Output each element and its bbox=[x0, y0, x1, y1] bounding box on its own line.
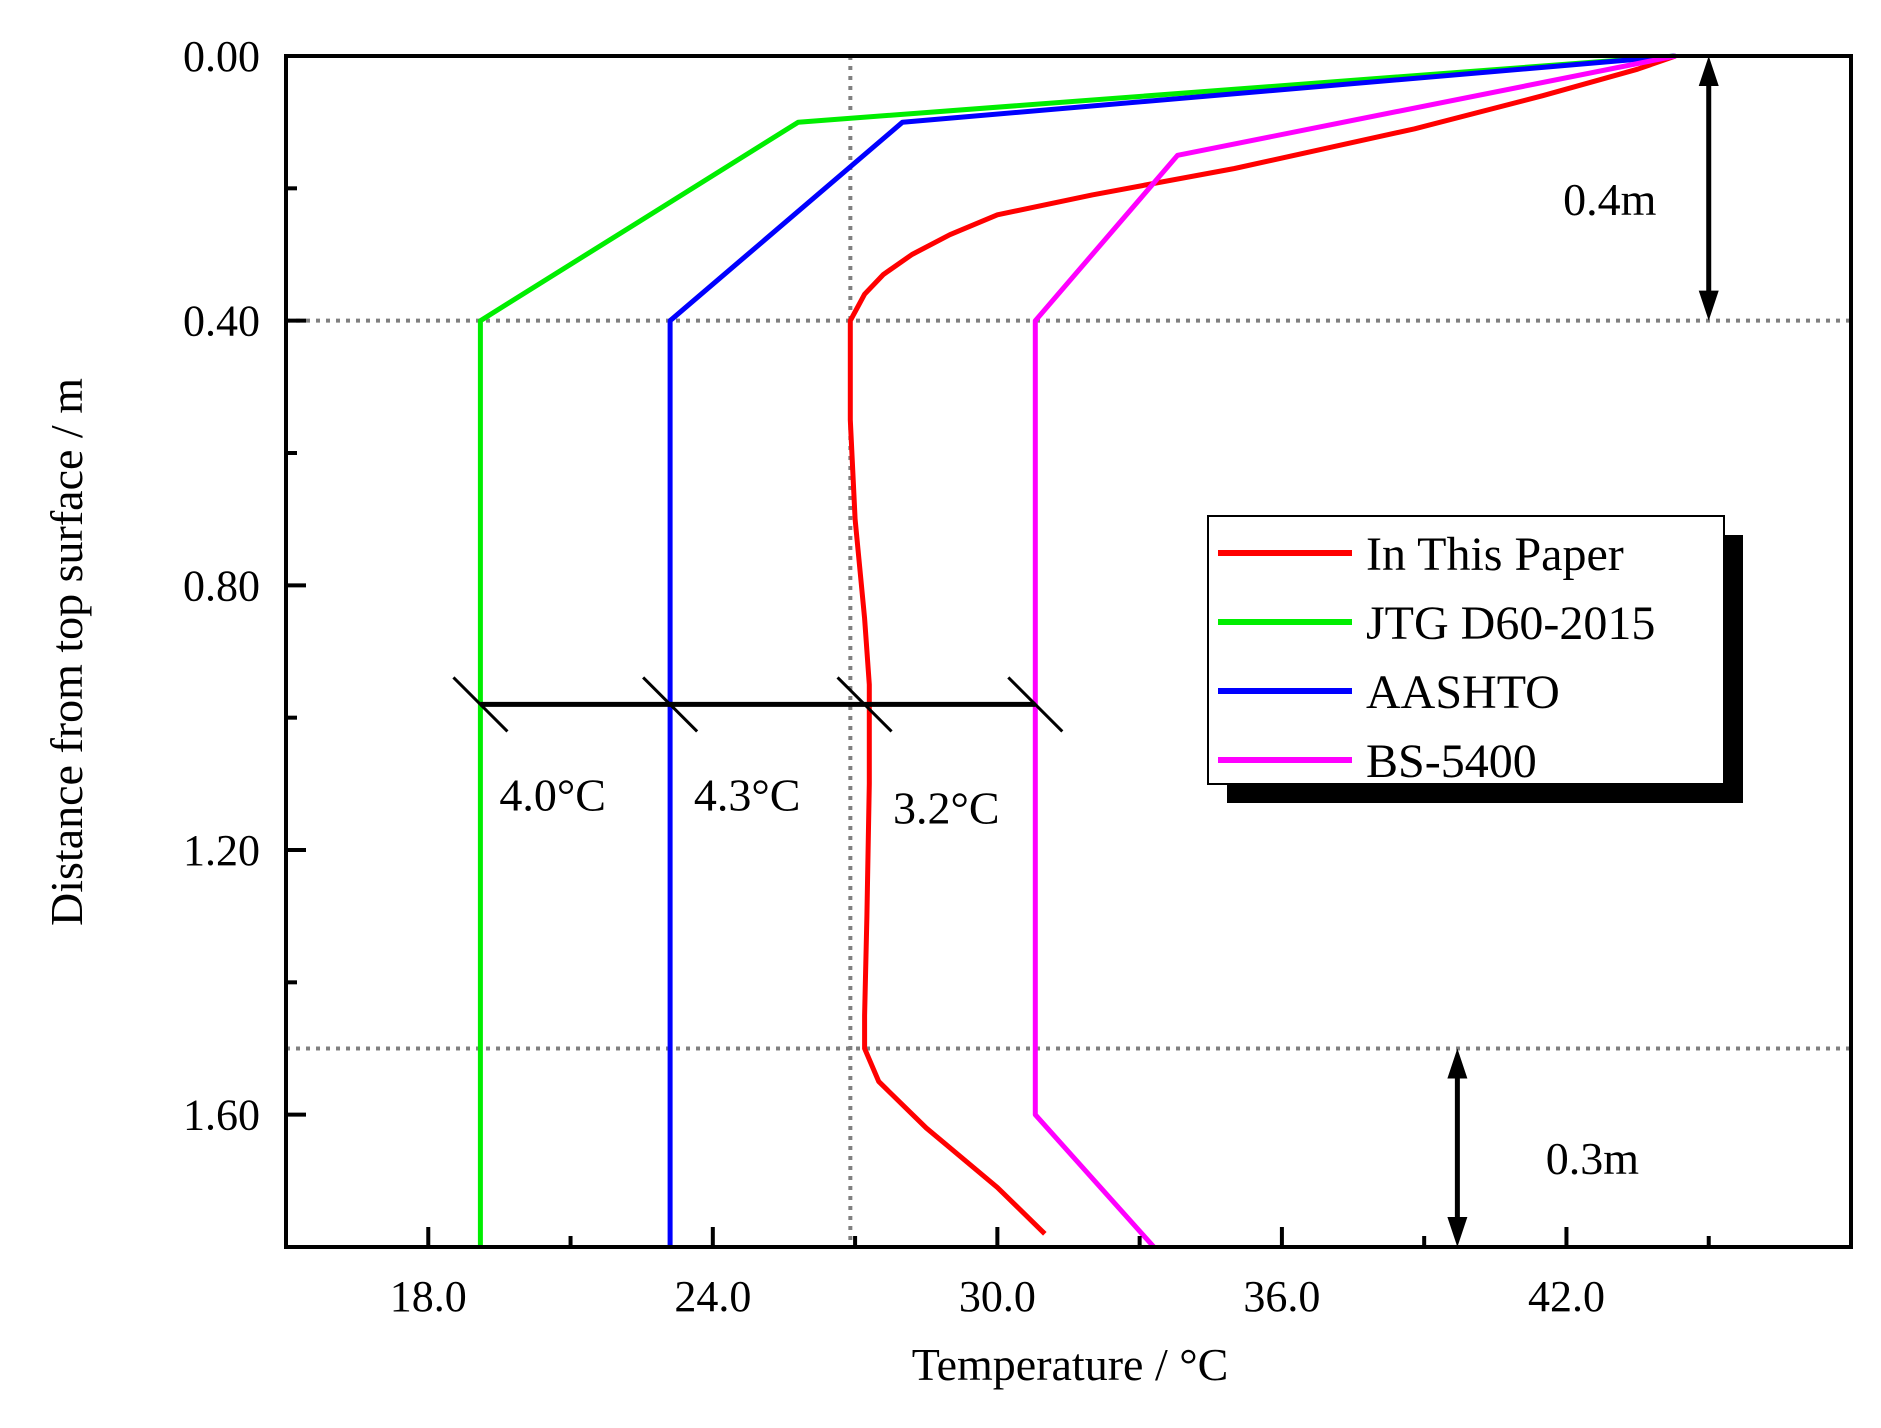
measurement-slash-1 bbox=[642, 676, 699, 733]
measurement-slash-3 bbox=[1007, 676, 1064, 733]
x-axis-title: Temperature / °C bbox=[912, 1339, 1229, 1390]
plot-frame bbox=[284, 54, 1853, 1249]
x-tick-label-1: 24.0 bbox=[674, 1272, 751, 1321]
x-tick-label-4: 42.0 bbox=[1528, 1272, 1605, 1321]
temperature-difference-label-1: 4.3°C bbox=[694, 769, 801, 820]
y-tick-label-4: 1.60 bbox=[183, 1091, 260, 1140]
temperature-difference-label-0: 4.0°C bbox=[499, 769, 606, 820]
axis-ticks bbox=[286, 54, 1711, 1247]
legend-label-in-this-paper: In This Paper bbox=[1366, 528, 1624, 581]
depth-label-top: 0.4m bbox=[1563, 174, 1657, 225]
y-tick-label-2: 0.80 bbox=[183, 561, 260, 610]
annotations: 4.0°C 4.3°C 3.2°C 0.4m 0.3m bbox=[452, 56, 1719, 1247]
series-line-bs-5400 bbox=[1032, 53, 1676, 1249]
legend-label-jtg-d60-2015: JTG D60-2015 bbox=[1366, 597, 1655, 650]
depth-arrow-bottom-head-bottom bbox=[1447, 1217, 1468, 1247]
series-line-jtg-d60-2015 bbox=[477, 53, 1676, 1247]
x-tick-label-3: 36.0 bbox=[1243, 1272, 1320, 1321]
depth-label-bottom: 0.3m bbox=[1546, 1133, 1640, 1184]
legend-box bbox=[1207, 515, 1725, 785]
reference-lines bbox=[286, 56, 1851, 1247]
series-line-aashto bbox=[667, 53, 1676, 1247]
measurement-slash-0 bbox=[452, 676, 509, 733]
depth-arrow-bottom-head-top bbox=[1447, 1048, 1468, 1079]
series-line-in-this-paper bbox=[847, 53, 1677, 1236]
legend-label-bs-5400: BS-5400 bbox=[1366, 735, 1537, 788]
temperature-difference-label-2: 3.2°C bbox=[893, 783, 1000, 834]
x-tick-label-0: 18.0 bbox=[390, 1272, 467, 1321]
depth-arrow-top-head-top bbox=[1698, 56, 1719, 86]
y-tick-label-3: 1.20 bbox=[183, 826, 260, 875]
x-tick-label-2: 30.0 bbox=[959, 1272, 1036, 1321]
legend-label-aashto: AASHTO bbox=[1366, 666, 1560, 719]
y-axis-title: Distance from top surface / m bbox=[41, 378, 92, 926]
y-tick-label-1: 0.40 bbox=[183, 297, 260, 346]
series-lines bbox=[477, 53, 1677, 1249]
measurement-slash-2 bbox=[836, 676, 893, 733]
legend: In This Paper JTG D60-2015 AASHTO BS-540… bbox=[1207, 515, 1743, 803]
depth-arrow-top-head-bottom bbox=[1698, 290, 1719, 321]
y-tick-label-0: 0.00 bbox=[183, 32, 260, 81]
axis-labels: 18.0 24.0 30.0 36.0 42.0 0.00 0.40 0.80 1.20 1.60 bbox=[183, 32, 1605, 1321]
